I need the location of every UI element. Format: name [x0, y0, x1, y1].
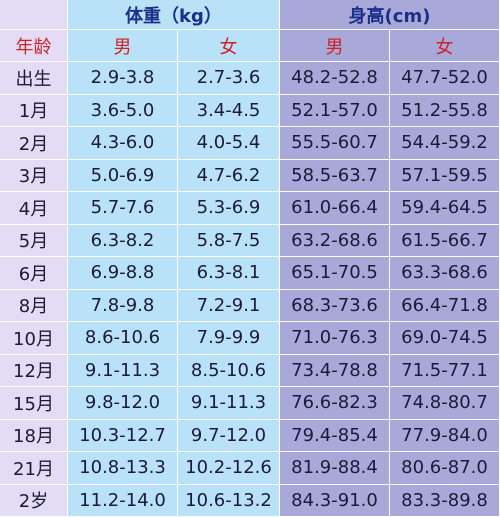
- range-cell: 61.0-66.4: [280, 192, 390, 225]
- range-cell: 9.8-12.0: [68, 387, 178, 420]
- age-cell: 15月: [0, 387, 68, 420]
- age-cell: 8月: [0, 289, 68, 322]
- range-cell: 69.0-74.5: [390, 322, 500, 355]
- range-cell: 48.2-52.8: [280, 62, 390, 95]
- range-cell: 63.3-68.6: [390, 257, 500, 290]
- group-header: 体重（kg）: [68, 0, 280, 30]
- age-cell: 10月: [0, 322, 68, 355]
- range-cell: 6.3-8.1: [178, 257, 280, 290]
- range-cell: 5.0-6.9: [68, 159, 178, 192]
- range-cell: 8.5-10.6: [178, 354, 280, 387]
- age-cell: 4月: [0, 192, 68, 225]
- age-cell: 出生: [0, 62, 68, 95]
- range-cell: 71.5-77.1: [390, 354, 500, 387]
- range-cell: 57.1-59.5: [390, 159, 500, 192]
- age-cell: 5月: [0, 224, 68, 257]
- column-header: 年龄: [0, 30, 68, 62]
- age-cell: 1月: [0, 94, 68, 127]
- range-cell: 73.4-78.8: [280, 354, 390, 387]
- range-cell: 81.9-88.4: [280, 452, 390, 485]
- range-cell: 4.0-5.4: [178, 127, 280, 160]
- range-cell: 76.6-82.3: [280, 387, 390, 420]
- range-cell: 10.6-13.2: [178, 484, 280, 517]
- range-cell: 52.1-57.0: [280, 94, 390, 127]
- range-cell: 66.4-71.8: [390, 289, 500, 322]
- age-cell: 3月: [0, 159, 68, 192]
- range-cell: 54.4-59.2: [390, 127, 500, 160]
- range-cell: 51.2-55.8: [390, 94, 500, 127]
- range-cell: 74.8-80.7: [390, 387, 500, 420]
- column-header: 女: [390, 30, 500, 62]
- range-cell: 2.9-3.8: [68, 62, 178, 95]
- range-cell: 80.6-87.0: [390, 452, 500, 485]
- range-cell: 9.1-11.3: [68, 354, 178, 387]
- age-cell: 12月: [0, 354, 68, 387]
- age-cell: 6月: [0, 257, 68, 290]
- range-cell: 6.9-8.8: [68, 257, 178, 290]
- range-cell: 5.3-6.9: [178, 192, 280, 225]
- age-cell: 18月: [0, 419, 68, 452]
- range-cell: 61.5-66.7: [390, 224, 500, 257]
- range-cell: 10.2-12.6: [178, 452, 280, 485]
- group-header: 身高(cm): [280, 0, 500, 30]
- age-cell: 2月: [0, 127, 68, 160]
- range-cell: 83.3-89.8: [390, 484, 500, 517]
- range-cell: 4.7-6.2: [178, 159, 280, 192]
- range-cell: 47.7-52.0: [390, 62, 500, 95]
- range-cell: 10.3-12.7: [68, 419, 178, 452]
- range-cell: 9.7-12.0: [178, 419, 280, 452]
- range-cell: 5.8-7.5: [178, 224, 280, 257]
- range-cell: 11.2-14.0: [68, 484, 178, 517]
- range-cell: 3.4-4.5: [178, 94, 280, 127]
- range-cell: 63.2-68.6: [280, 224, 390, 257]
- range-cell: 59.4-64.5: [390, 192, 500, 225]
- range-cell: 4.3-6.0: [68, 127, 178, 160]
- column-header: 男: [280, 30, 390, 62]
- corner-cell: [0, 0, 68, 30]
- range-cell: 79.4-85.4: [280, 419, 390, 452]
- range-cell: 6.3-8.2: [68, 224, 178, 257]
- range-cell: 2.7-3.6: [178, 62, 280, 95]
- range-cell: 84.3-91.0: [280, 484, 390, 517]
- range-cell: 8.6-10.6: [68, 322, 178, 355]
- range-cell: 3.6-5.0: [68, 94, 178, 127]
- age-cell: 21月: [0, 452, 68, 485]
- range-cell: 65.1-70.5: [280, 257, 390, 290]
- range-cell: 58.5-63.7: [280, 159, 390, 192]
- range-cell: 10.8-13.3: [68, 452, 178, 485]
- range-cell: 71.0-76.3: [280, 322, 390, 355]
- range-cell: 68.3-73.6: [280, 289, 390, 322]
- column-header: 男: [68, 30, 178, 62]
- range-cell: 9.1-11.3: [178, 387, 280, 420]
- range-cell: 7.8-9.8: [68, 289, 178, 322]
- range-cell: 7.2-9.1: [178, 289, 280, 322]
- column-header: 女: [178, 30, 280, 62]
- range-cell: 5.7-7.6: [68, 192, 178, 225]
- age-cell: 2岁: [0, 484, 68, 517]
- range-cell: 77.9-84.0: [390, 419, 500, 452]
- range-cell: 55.5-60.7: [280, 127, 390, 160]
- range-cell: 7.9-9.9: [178, 322, 280, 355]
